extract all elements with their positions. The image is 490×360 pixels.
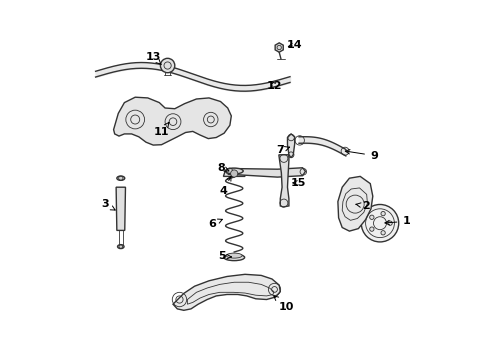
Polygon shape [275,43,283,52]
Text: 11: 11 [154,122,169,138]
Text: 7: 7 [276,145,290,156]
Text: 14: 14 [287,40,302,50]
Text: 10: 10 [274,296,294,312]
Circle shape [361,204,399,242]
Polygon shape [288,134,294,158]
Circle shape [231,170,238,177]
Text: 8: 8 [218,163,229,173]
Text: 15: 15 [291,178,306,188]
Ellipse shape [118,245,124,249]
Text: 9: 9 [345,149,378,161]
Text: 12: 12 [267,81,282,91]
Ellipse shape [226,253,242,258]
Circle shape [369,227,374,231]
Text: 6: 6 [208,219,222,229]
Text: 1: 1 [385,216,410,226]
Polygon shape [338,176,373,231]
Ellipse shape [224,254,245,261]
Polygon shape [116,187,125,230]
Polygon shape [173,274,280,310]
Circle shape [381,231,385,235]
Circle shape [369,215,374,220]
Text: 13: 13 [146,52,161,65]
Text: 4: 4 [220,176,231,196]
Text: 5: 5 [218,251,231,261]
Polygon shape [229,168,305,177]
Polygon shape [114,97,231,145]
Text: 2: 2 [356,201,369,211]
Text: 3: 3 [101,199,115,210]
Circle shape [381,211,385,216]
Polygon shape [223,171,245,176]
Ellipse shape [117,176,125,180]
Ellipse shape [225,168,243,174]
Circle shape [388,221,392,225]
Circle shape [160,58,175,73]
Polygon shape [279,155,289,207]
